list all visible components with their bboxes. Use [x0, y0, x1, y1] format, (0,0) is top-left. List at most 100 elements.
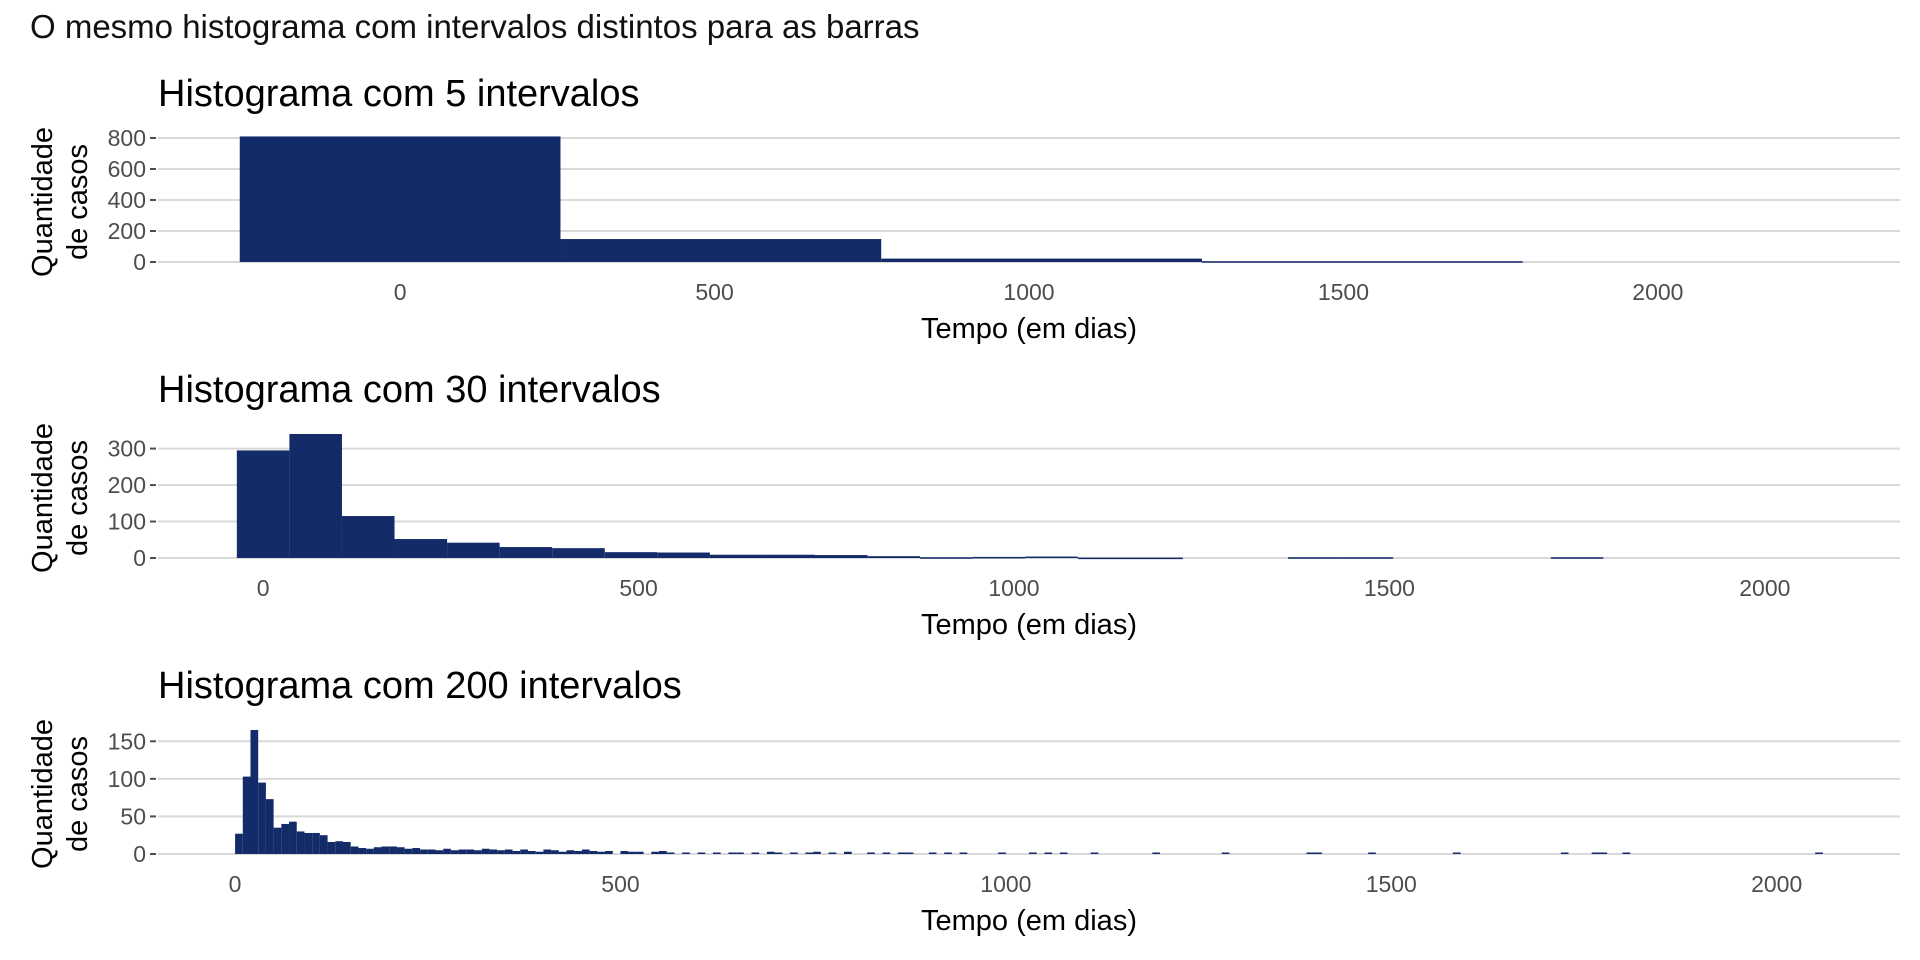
- histogram-bar: [1059, 852, 1068, 854]
- histogram-bar: [396, 847, 405, 854]
- histogram-bar: [1201, 261, 1523, 263]
- y-axis-label: de casos: [62, 144, 94, 260]
- x-tick-label: 0: [394, 279, 407, 305]
- histogram-bar: [1221, 852, 1230, 854]
- histogram-bar: [1090, 852, 1099, 854]
- y-tick-label: 400: [108, 187, 146, 213]
- histogram-chart: Histograma com 200 intervalos Quantidade d…: [27, 665, 1900, 937]
- histogram-bar: [504, 849, 513, 854]
- histogram-panel-30-bins: Histograma com 30 intervalos Quantidade de…: [0, 356, 1920, 651]
- y-tick-label: 100: [108, 509, 146, 535]
- histogram-bar: [404, 848, 413, 854]
- histogram-bar: [258, 782, 266, 854]
- y-axis-label: de casos: [62, 736, 94, 852]
- histogram-bar: [435, 850, 444, 854]
- x-tick-label: 500: [619, 575, 657, 601]
- histogram-bar: [381, 846, 390, 854]
- histogram-bar: [815, 555, 868, 558]
- histogram-bar: [558, 851, 567, 854]
- y-tick-label: 100: [108, 766, 146, 792]
- histogram-bar: [882, 852, 891, 854]
- histogram-bar: [512, 850, 521, 854]
- y-axis-label: Quantidade: [27, 719, 59, 869]
- x-axis-label: Tempo (em dias): [921, 609, 1137, 641]
- histogram-bar: [766, 851, 775, 854]
- panel-title: Histograma com 30 intervalos: [158, 369, 661, 411]
- histogram-bar: [736, 852, 744, 854]
- histogram-bar: [289, 821, 297, 854]
- x-tick-label: 1000: [980, 871, 1031, 897]
- histogram-bar: [928, 852, 937, 854]
- histogram-bar: [597, 851, 606, 854]
- histogram-bar: [236, 450, 290, 558]
- histogram-bar: [1152, 852, 1161, 854]
- y-tick-label: 300: [108, 436, 146, 462]
- histogram-bar: [273, 827, 282, 854]
- histogram-bar: [635, 851, 644, 854]
- histogram-bar: [897, 852, 906, 854]
- histogram-bar: [535, 851, 544, 854]
- histogram-bar: [1340, 557, 1394, 559]
- histogram-bar: [944, 852, 952, 854]
- histogram-bar: [920, 557, 973, 559]
- histogram-bar: [828, 852, 837, 854]
- histogram-bar: [774, 852, 783, 854]
- x-axis-label: Tempo (em dias): [921, 905, 1137, 937]
- histogram-bar: [666, 852, 675, 854]
- x-tick-label: 2000: [1751, 871, 1802, 897]
- x-tick-label: 2000: [1739, 575, 1790, 601]
- y-tick-label: 600: [108, 156, 146, 182]
- histogram-bar: [1815, 852, 1823, 854]
- histogram-panel-200-bins: Histograma com 200 intervalos Quantidade d…: [0, 652, 1920, 947]
- histogram-bar: [458, 849, 467, 854]
- histogram-bar: [341, 516, 395, 558]
- histogram-bar: [657, 552, 710, 558]
- y-axis-label: Quantidade: [27, 127, 59, 277]
- histogram-bar: [427, 849, 436, 854]
- histogram-bar: [499, 547, 553, 558]
- histogram-bar: [712, 852, 721, 854]
- histogram-bar: [543, 849, 552, 854]
- histogram-bar: [242, 776, 251, 854]
- histogram-chart: Histograma com 30 intervalos Quantidade de…: [27, 369, 1900, 641]
- histogram-bar: [1550, 557, 1604, 559]
- histogram-bar: [481, 848, 490, 854]
- y-tick-label: 0: [133, 249, 146, 275]
- y-tick-label: 200: [108, 218, 146, 244]
- histogram-bar: [998, 852, 1006, 854]
- histogram-bar: [604, 552, 658, 558]
- histogram-bar: [394, 539, 448, 558]
- y-tick-label: 0: [133, 841, 146, 867]
- histogram-bar: [1452, 852, 1461, 854]
- histogram-bar: [1306, 852, 1322, 854]
- histogram-bar: [972, 556, 1026, 559]
- histogram-bar: [474, 850, 482, 854]
- histogram-bar: [358, 847, 367, 854]
- histogram-bar: [651, 851, 660, 854]
- histogram-bar: [1029, 852, 1037, 854]
- histogram-bar: [1622, 852, 1631, 854]
- x-tick-label: 1000: [1003, 279, 1054, 305]
- histogram-bar: [1025, 556, 1078, 559]
- histogram-bar: [366, 848, 374, 854]
- histogram-bar: [905, 852, 914, 854]
- histogram-bar: [762, 554, 816, 558]
- histogram-bar: [813, 851, 821, 854]
- y-tick-label: 800: [108, 125, 146, 151]
- y-axis-label: de casos: [62, 440, 94, 556]
- y-tick-label: 200: [108, 472, 146, 498]
- histogram-bar: [527, 850, 536, 854]
- histogram-bar: [881, 258, 1202, 262]
- histogram-bar: [235, 833, 243, 854]
- histogram-bar: [867, 556, 921, 558]
- panel-title: Histograma com 200 intervalos: [158, 665, 682, 707]
- histogram-bar: [574, 850, 582, 854]
- histogram-bar: [327, 841, 336, 854]
- histogram-bar: [589, 850, 598, 854]
- histogram-bar: [497, 850, 505, 854]
- histogram-bar: [1591, 852, 1608, 854]
- histogram-bar: [552, 548, 605, 558]
- histogram-bar: [319, 835, 328, 854]
- x-tick-label: 1500: [1366, 871, 1417, 897]
- x-tick-label: 500: [601, 871, 639, 897]
